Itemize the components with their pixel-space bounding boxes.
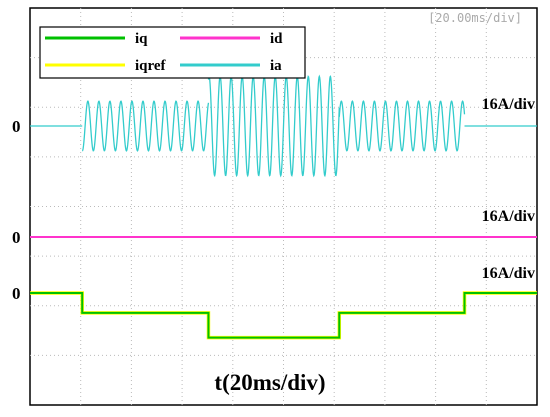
scale-label: 16A/div <box>482 265 535 282</box>
zero-label: 0 <box>12 117 21 136</box>
ia-trace <box>207 74 340 178</box>
zero-label: 0 <box>12 228 21 247</box>
traces <box>30 74 537 340</box>
legend-label: id <box>270 31 283 47</box>
scale-label: 16A/div <box>482 208 535 225</box>
legend-label: ia <box>270 58 282 74</box>
scale-label: 16A/div <box>482 96 535 113</box>
legend-label: iqref <box>135 58 167 74</box>
ia-trace <box>338 100 466 152</box>
legend-label: iq <box>135 31 148 47</box>
x-axis-label: t(20ms/div) <box>214 370 325 395</box>
legend-box <box>39 26 306 79</box>
legend: iq iqref id ia <box>45 31 283 74</box>
time-scale: [20.00ms/div] <box>428 11 522 25</box>
trace <box>30 292 537 339</box>
zero-label: 0 <box>12 284 21 303</box>
ia-trace <box>81 100 210 152</box>
